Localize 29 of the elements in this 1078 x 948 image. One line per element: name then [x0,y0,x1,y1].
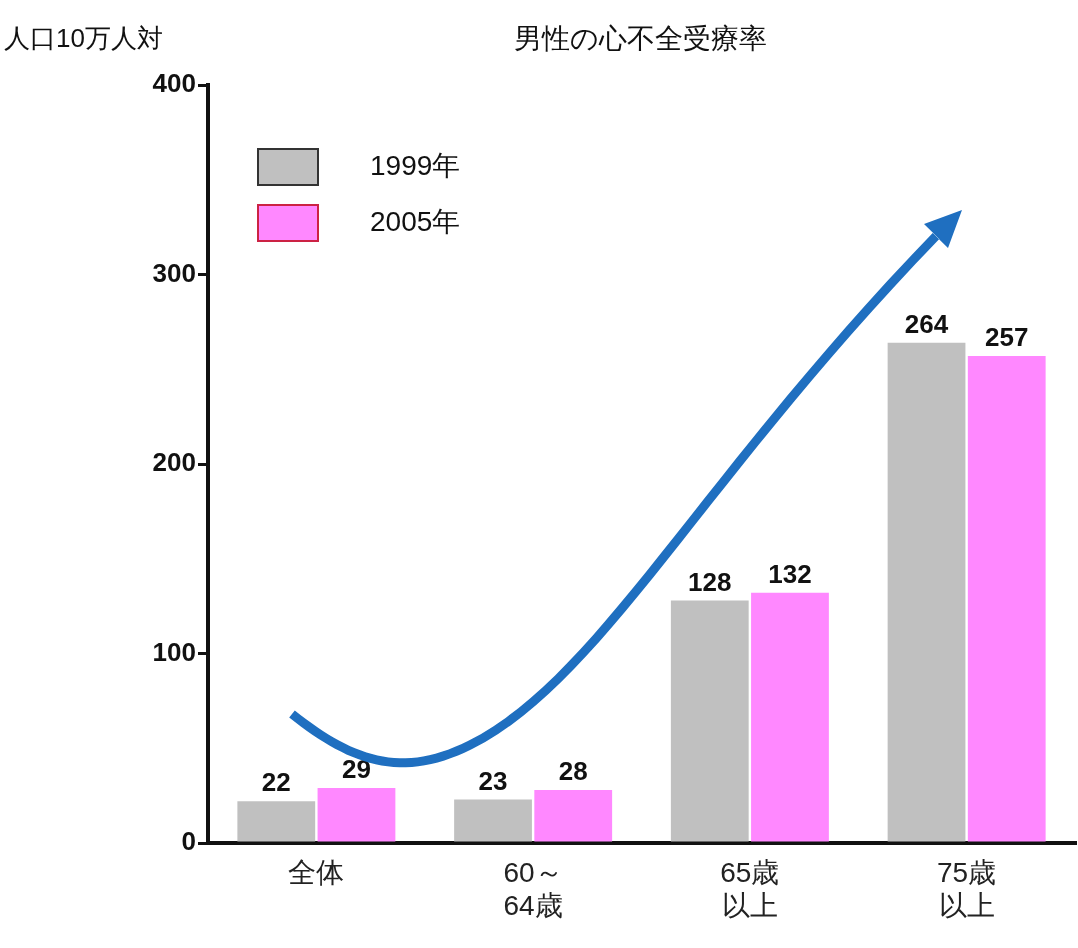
y-tick-label: 100 [152,636,196,667]
y-axis-title: 人口10万人対 [4,23,163,54]
x-tick-label: 75歳以上 [937,856,997,922]
legend-label: 2005年 [370,205,461,237]
data-label: 257 [985,322,1029,353]
bar [237,801,316,842]
y-tick-label: 200 [152,447,196,478]
data-label: 22 [261,767,291,798]
data-label: 28 [558,756,588,787]
chart-title: 男性の心不全受療率 [513,22,767,54]
bar [534,789,613,842]
data-label: 23 [478,765,508,796]
bar [967,355,1046,842]
y-tick-label: 400 [152,68,196,99]
data-label: 132 [768,559,812,590]
bar [317,788,396,842]
bar [454,799,532,842]
data-label: 128 [688,566,732,597]
y-tick-label: 0 [181,826,196,857]
x-tick-label: 65歳以上 [720,856,780,922]
data-label: 264 [904,308,949,339]
y-tick-label: 300 [152,257,196,288]
data-label: 29 [342,754,371,785]
legend-label: 1999年 [370,149,461,181]
x-tick-label: 全体 [288,856,345,888]
bar [751,592,829,842]
x-tick-label: 60～64歳 [503,856,563,922]
bar [670,600,749,842]
bar [887,342,966,842]
